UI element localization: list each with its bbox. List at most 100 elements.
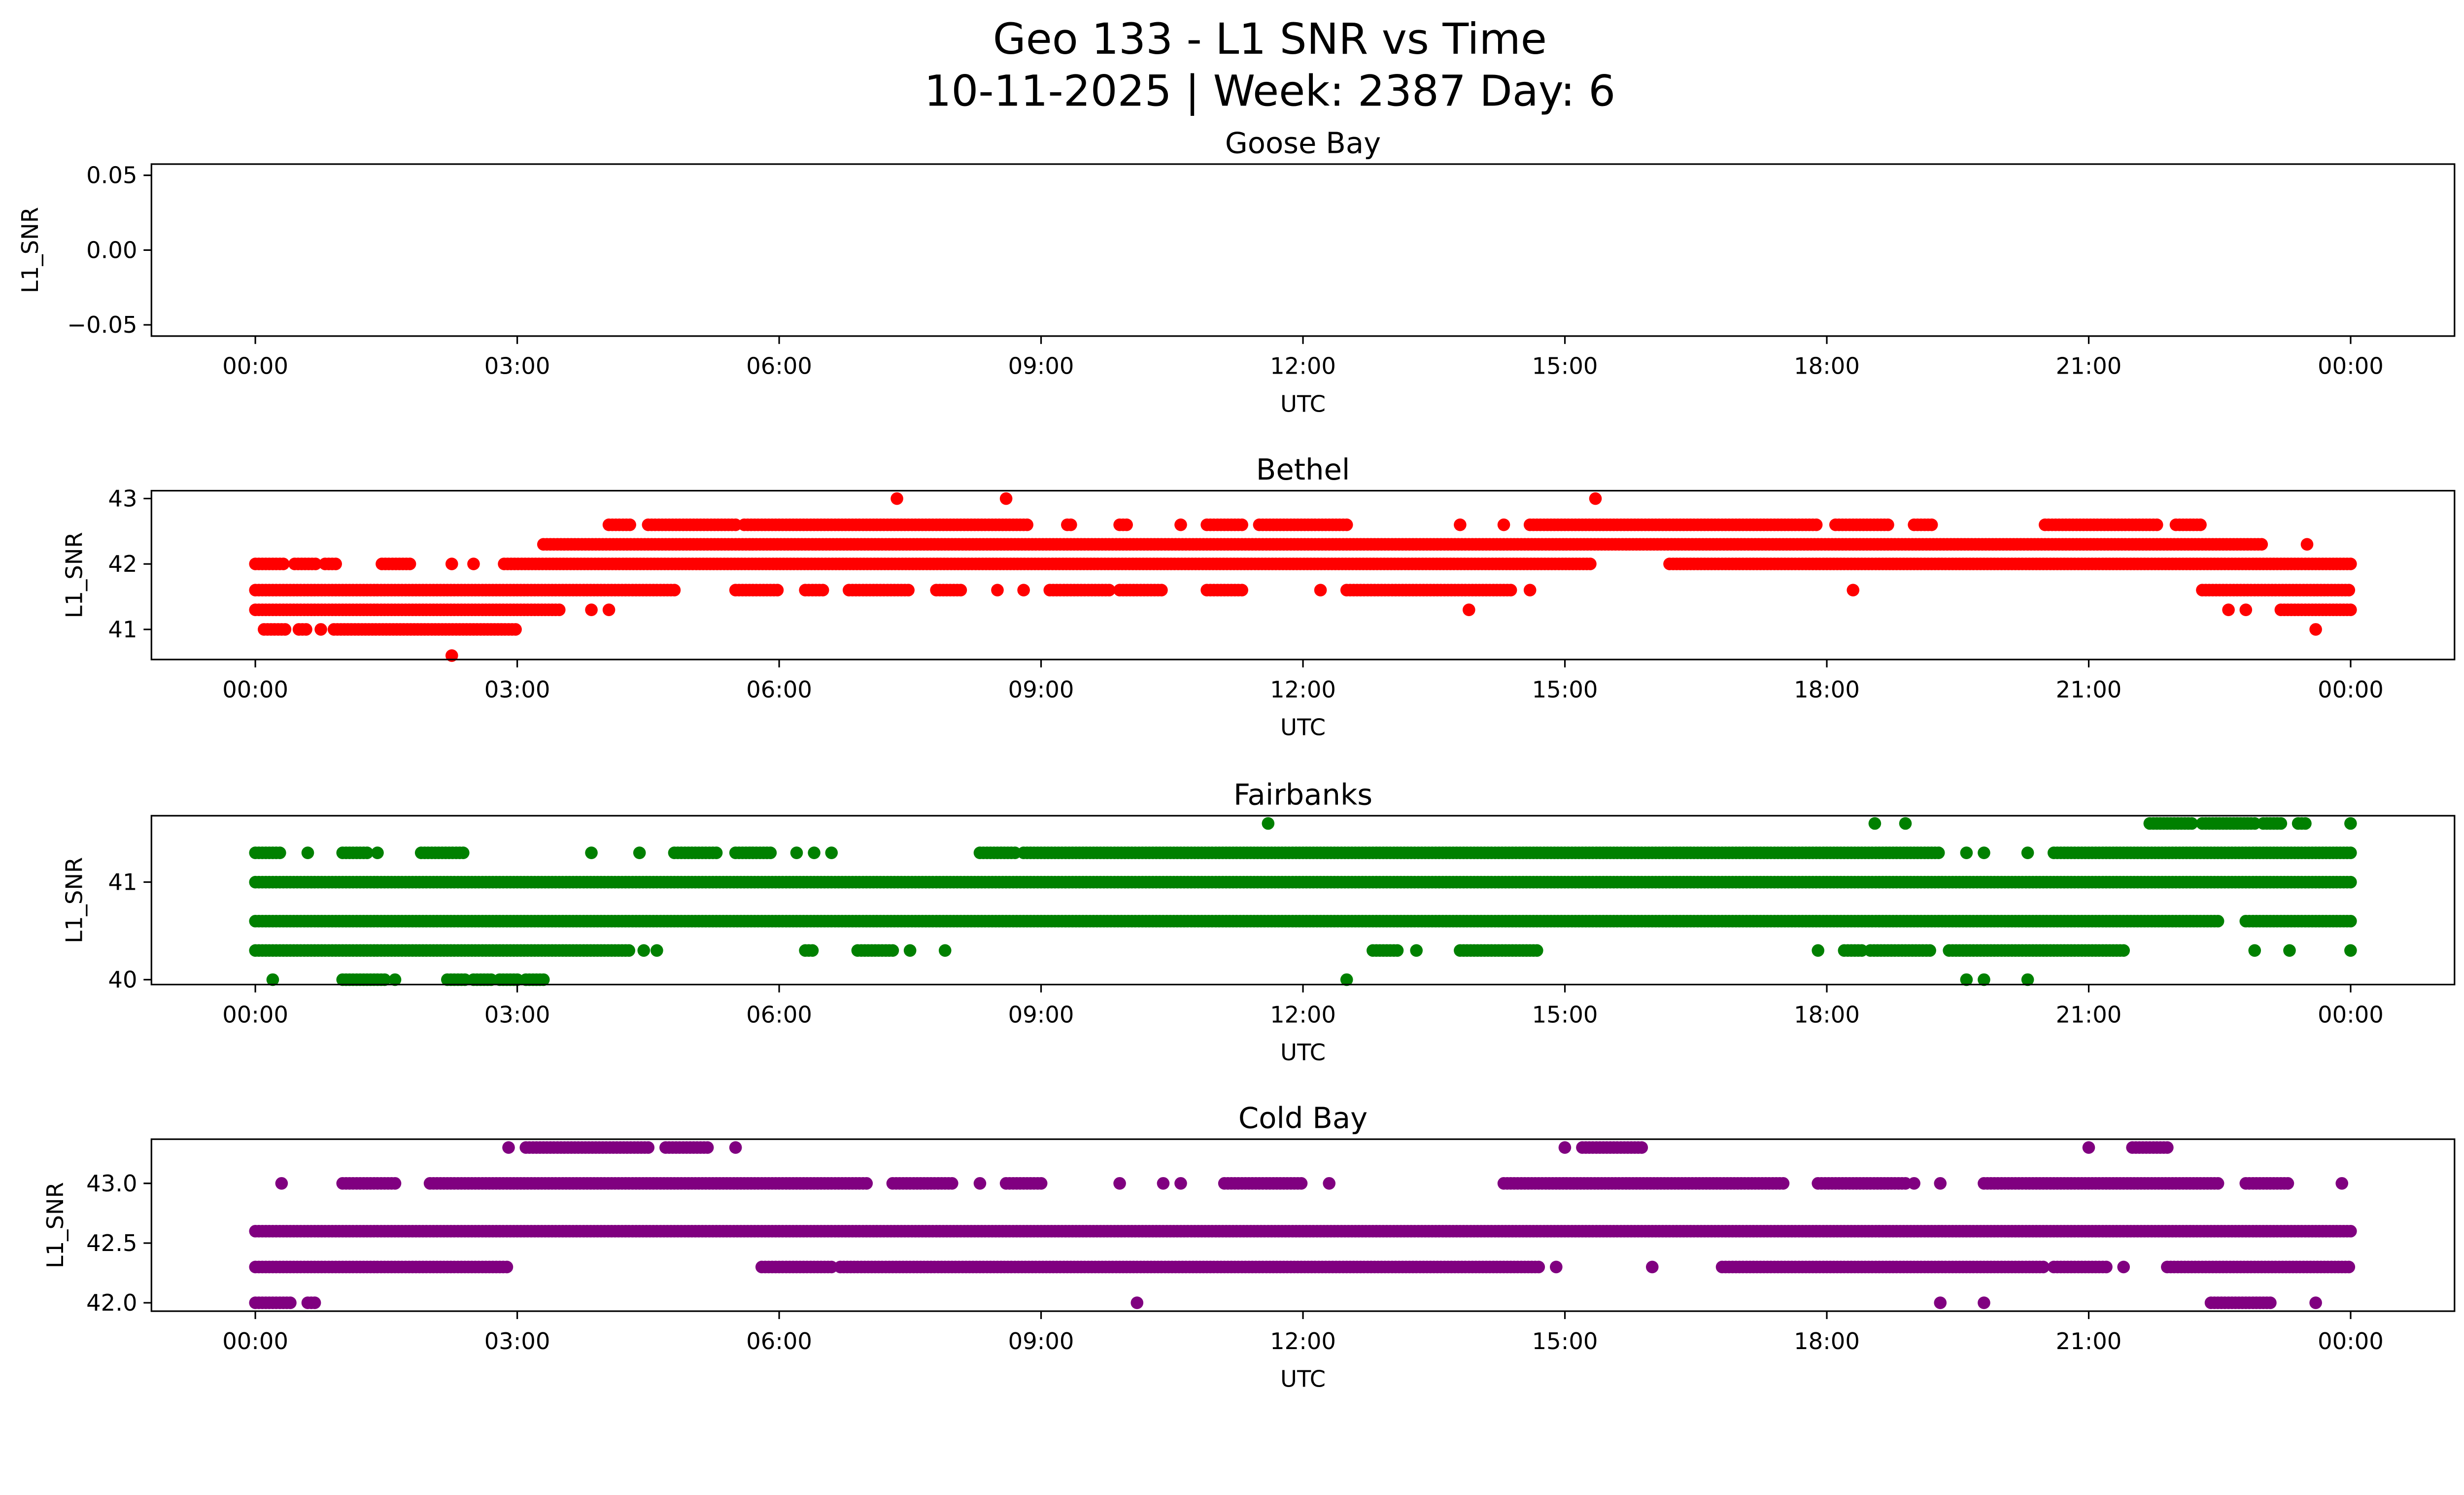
- data-point: [1589, 492, 1602, 505]
- data-point: [275, 1177, 288, 1190]
- data-point: [2344, 1224, 2357, 1238]
- figure-background: [0, 0, 2464, 1404]
- data-point: [2222, 603, 2235, 616]
- x-tick-label: 15:00: [1532, 353, 1598, 380]
- data-point: [637, 944, 650, 957]
- data-point: [2117, 944, 2130, 957]
- data-point: [623, 518, 636, 531]
- data-point: [2344, 603, 2357, 616]
- data-point: [1155, 584, 1168, 596]
- data-point: [1777, 1177, 1790, 1190]
- data-point: [2299, 817, 2312, 830]
- x-tick-label: 12:00: [1270, 353, 1336, 380]
- x-tick-label: 12:00: [1270, 1001, 1336, 1028]
- data-point: [1908, 1177, 1920, 1190]
- data-point: [1120, 518, 1133, 531]
- data-point: [2344, 875, 2357, 889]
- data-points: [249, 492, 2357, 662]
- data-point: [806, 944, 819, 957]
- data-point: [2211, 914, 2224, 928]
- data-point: [1530, 944, 1543, 957]
- data-point: [1497, 518, 1510, 531]
- data-point: [585, 846, 598, 859]
- x-tick-label: 21:00: [2056, 676, 2122, 703]
- data-point: [2239, 603, 2253, 616]
- x-tick-label: 00:00: [222, 676, 288, 703]
- data-point: [361, 846, 374, 859]
- data-point: [1932, 846, 1945, 859]
- data-point: [1113, 1177, 1126, 1190]
- x-tick-label: 21:00: [2056, 1001, 2122, 1028]
- data-point: [729, 518, 742, 531]
- data-point: [388, 1177, 402, 1190]
- data-point: [903, 944, 917, 957]
- x-axis-label: UTC: [1280, 390, 1326, 417]
- x-tick-label: 00:00: [222, 353, 288, 380]
- data-point: [445, 557, 458, 570]
- data-point: [2255, 538, 2268, 551]
- data-point: [890, 492, 903, 505]
- data-point: [668, 584, 681, 596]
- data-point: [1323, 1177, 1335, 1190]
- data-point: [729, 1141, 742, 1154]
- data-point: [457, 846, 470, 859]
- data-point: [585, 603, 598, 616]
- data-point: [2281, 1177, 2294, 1190]
- data-point: [277, 557, 290, 570]
- x-tick-label: 00:00: [2318, 676, 2384, 703]
- x-tick-label: 06:00: [746, 353, 812, 380]
- data-point: [2344, 944, 2357, 957]
- data-point: [1978, 846, 1990, 859]
- data-point: [991, 584, 1004, 596]
- x-tick-label: 09:00: [1008, 676, 1074, 703]
- data-point: [860, 1177, 873, 1190]
- data-point: [1174, 518, 1187, 531]
- x-tick-label: 03:00: [484, 676, 550, 703]
- data-point: [1925, 518, 1938, 531]
- y-tick-label: 0.00: [86, 237, 137, 263]
- y-tick-label: 41: [108, 869, 137, 896]
- x-tick-label: 06:00: [746, 676, 812, 703]
- x-tick-label: 00:00: [222, 1001, 288, 1028]
- data-point: [1262, 817, 1275, 830]
- data-point: [808, 846, 821, 859]
- data-point: [2150, 518, 2163, 531]
- data-point: [710, 846, 723, 859]
- x-tick-label: 15:00: [1532, 1001, 1598, 1028]
- y-tick-label: 41: [108, 616, 137, 643]
- data-point: [2283, 944, 2296, 957]
- data-point: [650, 944, 663, 957]
- data-point: [1584, 557, 1597, 570]
- data-point: [973, 1177, 987, 1190]
- data-point: [1923, 944, 1936, 957]
- data-point: [1391, 944, 1404, 957]
- subplot-title: Cold Bay: [1238, 1101, 1368, 1135]
- data-point: [1454, 518, 1467, 531]
- data-point: [938, 944, 952, 957]
- y-tick-label: 40: [108, 967, 137, 993]
- data-point: [509, 623, 522, 636]
- data-points: [249, 817, 2357, 986]
- data-point: [1635, 1141, 1648, 1154]
- data-point: [622, 944, 636, 957]
- subplot-title: Goose Bay: [1225, 126, 1381, 160]
- data-point: [2248, 817, 2261, 830]
- data-point: [1868, 817, 1882, 830]
- data-point: [274, 846, 286, 859]
- data-point: [602, 603, 616, 616]
- x-tick-label: 15:00: [1532, 676, 1598, 703]
- x-tick-label: 18:00: [1794, 353, 1860, 380]
- x-tick-label: 09:00: [1008, 353, 1074, 380]
- data-point: [946, 1177, 958, 1190]
- data-point: [1899, 817, 1912, 830]
- x-axis-label: UTC: [1280, 714, 1326, 741]
- data-point: [309, 557, 322, 570]
- data-point: [314, 623, 327, 636]
- data-point: [2274, 817, 2288, 830]
- data-point: [764, 846, 777, 859]
- data-point: [1021, 518, 1033, 531]
- x-tick-label: 18:00: [1794, 1001, 1860, 1028]
- data-point: [2021, 846, 2034, 859]
